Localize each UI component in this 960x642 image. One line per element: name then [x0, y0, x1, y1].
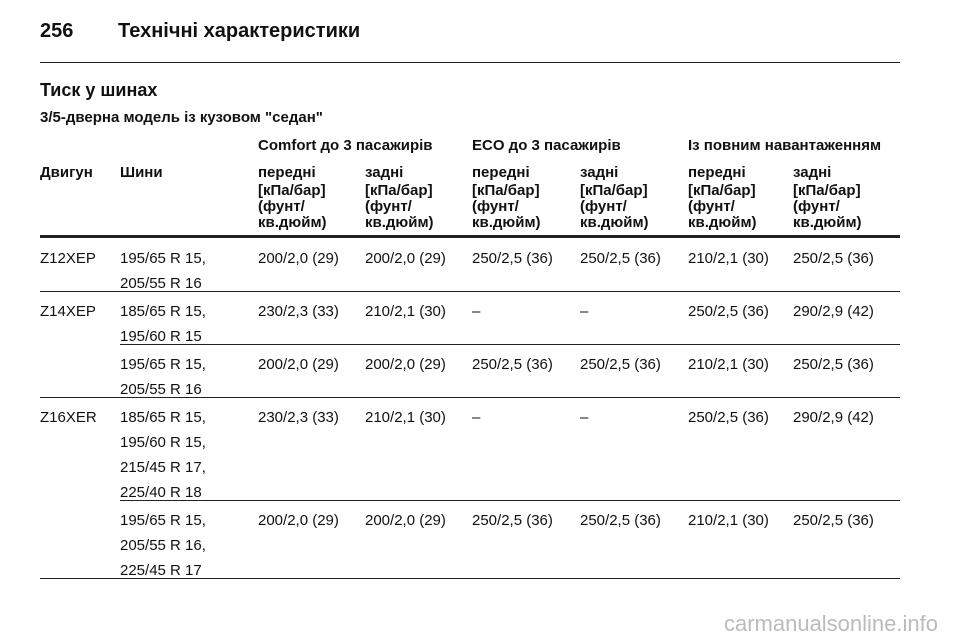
- pressure: 250/2,5 (36): [793, 250, 874, 267]
- pressure: 230/2,3 (33): [258, 303, 339, 320]
- tire-size: 205/55 R 16: [120, 381, 202, 398]
- unit-label: (фунт/: [793, 198, 840, 215]
- unit-label: (фунт/: [580, 198, 627, 215]
- pressure: 250/2,5 (36): [580, 356, 661, 373]
- section-subtitle: 3/5-дверна модель із кузовом "седан": [40, 109, 323, 126]
- pressure: 230/2,3 (33): [258, 409, 339, 426]
- section-title: Тиск у шинах: [40, 80, 158, 100]
- unit-label: (фунт/: [688, 198, 735, 215]
- unit-label: [кПа/бар]: [258, 182, 326, 199]
- row-rule: [40, 578, 900, 579]
- tire-size: 195/65 R 15,: [120, 356, 206, 373]
- tire-size: 205/55 R 16,: [120, 537, 206, 554]
- pressure: 210/2,1 (30): [365, 409, 446, 426]
- unit-label: кв.дюйм): [365, 214, 434, 231]
- column-header: передні: [688, 164, 746, 181]
- unit-label: кв.дюйм): [793, 214, 862, 231]
- pressure: 250/2,5 (36): [472, 512, 553, 529]
- row-rule: [40, 397, 900, 398]
- tire-size: 225/45 R 17: [120, 562, 202, 579]
- group-header: Із повним навантаженням: [688, 137, 882, 154]
- engine: Z14XEP: [40, 303, 96, 320]
- pressure: 210/2,1 (30): [365, 303, 446, 320]
- column-header: задні: [580, 164, 619, 181]
- pressure: 200/2,0 (29): [258, 356, 339, 373]
- pressure: 210/2,1 (30): [688, 250, 769, 267]
- column-header: Шини: [120, 164, 163, 181]
- pressure: –: [580, 303, 589, 320]
- unit-label: [кПа/бар]: [793, 182, 861, 199]
- tire-size: 205/55 R 16: [120, 275, 202, 292]
- unit-label: кв.дюйм): [688, 214, 757, 231]
- column-header: задні: [365, 164, 404, 181]
- engine: Z12XEP: [40, 250, 96, 267]
- pressure: 250/2,5 (36): [472, 250, 553, 267]
- page-title: Технічні характеристики: [118, 20, 361, 42]
- group-header: ECO до 3 пасажирів: [472, 137, 621, 154]
- column-header: передні: [472, 164, 530, 181]
- pressure: 200/2,0 (29): [365, 512, 446, 529]
- unit-label: [кПа/бар]: [365, 182, 433, 199]
- tire-size: 195/65 R 15,: [120, 250, 206, 267]
- pressure: 250/2,5 (36): [472, 356, 553, 373]
- pressure: 250/2,5 (36): [580, 512, 661, 529]
- pressure: 290/2,9 (42): [793, 303, 874, 320]
- unit-label: [кПа/бар]: [580, 182, 648, 199]
- tire-size: 185/65 R 15,: [120, 303, 206, 320]
- engine: Z16XER: [40, 409, 97, 426]
- tire-size: 195/60 R 15,: [120, 434, 206, 451]
- pressure: 200/2,0 (29): [258, 250, 339, 267]
- row-rule: [40, 291, 900, 292]
- pressure: 200/2,0 (29): [365, 356, 446, 373]
- pressure: –: [472, 409, 481, 426]
- column-header: Двигун: [40, 164, 93, 181]
- unit-label: [кПа/бар]: [688, 182, 756, 199]
- pressure: 200/2,0 (29): [365, 250, 446, 267]
- pressure: 250/2,5 (36): [688, 303, 769, 320]
- column-header: задні: [793, 164, 832, 181]
- unit-label: кв.дюйм): [580, 214, 649, 231]
- pressure: 250/2,5 (36): [580, 250, 661, 267]
- watermark: carmanualsonline.info: [723, 611, 938, 636]
- row-rule: [120, 500, 900, 501]
- pressure: 250/2,5 (36): [688, 409, 769, 426]
- header-rule: [40, 235, 900, 238]
- unit-label: [кПа/бар]: [472, 182, 540, 199]
- pressure: 210/2,1 (30): [688, 356, 769, 373]
- group-header: Comfort до 3 пасажирів: [258, 137, 433, 154]
- pressure: 250/2,5 (36): [793, 356, 874, 373]
- unit-label: (фунт/: [472, 198, 519, 215]
- pressure: –: [472, 303, 481, 320]
- pressure: 250/2,5 (36): [793, 512, 874, 529]
- pressure: 210/2,1 (30): [688, 512, 769, 529]
- pressure: 290/2,9 (42): [793, 409, 874, 426]
- tire-size: 195/60 R 15: [120, 328, 202, 345]
- page-number: 256: [40, 20, 74, 42]
- tire-size: 185/65 R 15,: [120, 409, 206, 426]
- unit-label: кв.дюйм): [472, 214, 541, 231]
- unit-label: (фунт/: [365, 198, 412, 215]
- row-rule: [120, 344, 900, 345]
- unit-label: (фунт/: [258, 198, 305, 215]
- tire-size: 195/65 R 15,: [120, 512, 206, 529]
- rule: [40, 62, 900, 63]
- tire-size: 215/45 R 17,: [120, 459, 206, 476]
- pressure: –: [580, 409, 589, 426]
- pressure: 200/2,0 (29): [258, 512, 339, 529]
- unit-label: кв.дюйм): [258, 214, 327, 231]
- tire-size: 225/40 R 18: [120, 484, 202, 501]
- column-header: передні: [258, 164, 316, 181]
